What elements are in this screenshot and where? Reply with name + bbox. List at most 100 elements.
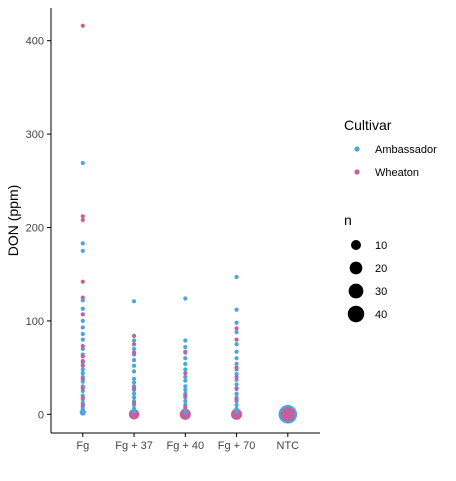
ambassador-point	[131, 376, 137, 381]
legend-key-ambassador	[354, 146, 360, 152]
ambassador-point	[234, 361, 239, 366]
wheaton-point	[234, 337, 239, 342]
wheaton-point	[183, 371, 188, 376]
ambassador-point	[183, 361, 188, 366]
wheaton-point	[80, 395, 85, 400]
legend-key-wheaton	[354, 169, 360, 175]
ambassador-point	[131, 380, 137, 385]
size-legend-key	[351, 240, 361, 250]
ambassador-point	[131, 391, 137, 396]
size-legend-label: 40	[375, 309, 387, 321]
ambassador-point	[80, 241, 85, 246]
wheaton-point	[234, 365, 239, 370]
ambassador-point	[80, 325, 85, 330]
ambassador-point	[183, 410, 188, 415]
wheaton-point	[234, 374, 239, 380]
y-tick-label: 0	[38, 409, 44, 421]
y-tick-label: 100	[26, 316, 44, 328]
ambassador-point	[183, 399, 188, 404]
wheaton-point	[80, 376, 85, 381]
ambassador-point	[234, 342, 239, 347]
ambassador-point	[131, 346, 137, 352]
x-tick-label: Fg	[76, 440, 89, 452]
ambassador-point	[131, 363, 137, 368]
ambassador-point	[80, 160, 85, 166]
ambassador-point	[234, 409, 239, 414]
wheaton-point	[80, 295, 85, 300]
ambassador-point	[183, 378, 188, 383]
y-tick-label: 300	[26, 129, 44, 141]
legend-label-ambassador: Ambassador	[375, 144, 437, 156]
ambassador-point	[131, 338, 137, 343]
size-legend: n 10 20 30 40	[344, 212, 387, 323]
size-legend-label: 10	[375, 240, 387, 252]
y-axis-title: DON (ppm)	[5, 185, 21, 257]
ambassador-point	[131, 358, 137, 363]
ambassador-point	[234, 274, 239, 280]
wheaton-point	[183, 349, 188, 354]
wheaton-point	[234, 326, 239, 331]
wheaton-point	[128, 409, 140, 420]
wheaton-point	[131, 350, 137, 355]
ambassador-point	[234, 320, 239, 325]
cultivar-legend-title: Cultivar	[344, 117, 392, 133]
ambassador-point	[80, 331, 85, 337]
wheaton-point	[80, 358, 85, 364]
wheaton-point	[131, 401, 137, 406]
size-legend-label: 20	[375, 263, 387, 275]
ambassador-point	[80, 367, 85, 372]
ambassador-point	[183, 296, 188, 301]
ambassador-point	[183, 384, 188, 389]
wheaton-point	[80, 344, 85, 349]
wheaton-point	[80, 312, 85, 317]
wheaton-point	[80, 402, 85, 408]
wheaton-point	[131, 386, 137, 391]
wheaton-point	[80, 386, 85, 391]
cultivar-legend: Cultivar Ambassador Wheaton	[344, 117, 437, 179]
wheaton-point	[80, 279, 85, 284]
size-legend-key	[347, 305, 365, 323]
ambassador-point	[80, 318, 85, 324]
ambassador-point	[80, 371, 85, 376]
ambassador-point	[131, 369, 137, 374]
ambassador-point	[234, 330, 239, 335]
x-axis-ticks: Fg Fg + 37 Fg + 40 Fg + 70 NTC	[76, 433, 299, 452]
ambassador-point	[234, 356, 239, 361]
ambassador-point	[131, 299, 137, 304]
x-tick-label: Fg + 40	[166, 440, 204, 452]
ambassador-point	[234, 349, 239, 354]
ambassador-point	[183, 338, 188, 343]
wheaton-point	[131, 342, 137, 347]
size-legend-label: 30	[375, 286, 387, 298]
ambassador-point	[234, 391, 239, 396]
wheaton-point	[80, 214, 85, 219]
wheaton-point	[80, 217, 85, 223]
legend-label-wheaton: Wheaton	[375, 167, 419, 179]
ambassador-point	[183, 367, 188, 372]
y-tick-label: 200	[26, 223, 44, 235]
wheaton-point	[234, 397, 239, 402]
ambassador-point	[183, 387, 188, 393]
wheaton-point	[183, 393, 188, 398]
data-points	[79, 23, 298, 424]
wheaton-point	[230, 408, 243, 420]
wheaton-point	[80, 363, 85, 368]
size-legend-key	[349, 261, 363, 275]
x-tick-label: Fg + 70	[218, 440, 256, 452]
ambassador-point	[183, 344, 188, 350]
wheaton-point	[131, 333, 137, 338]
x-tick-label: NTC	[277, 440, 300, 452]
wheaton-point	[80, 354, 85, 359]
ambassador-point	[131, 395, 137, 400]
wheaton-point	[183, 404, 188, 409]
wheaton-point	[80, 23, 85, 28]
y-tick-label: 400	[26, 36, 44, 48]
ambassador-point	[234, 307, 239, 312]
size-legend-title: n	[344, 212, 352, 228]
ambassador-point	[80, 306, 85, 311]
ambassador-point	[131, 409, 137, 414]
wheaton-point	[234, 386, 239, 391]
ambassador-point	[183, 356, 188, 361]
